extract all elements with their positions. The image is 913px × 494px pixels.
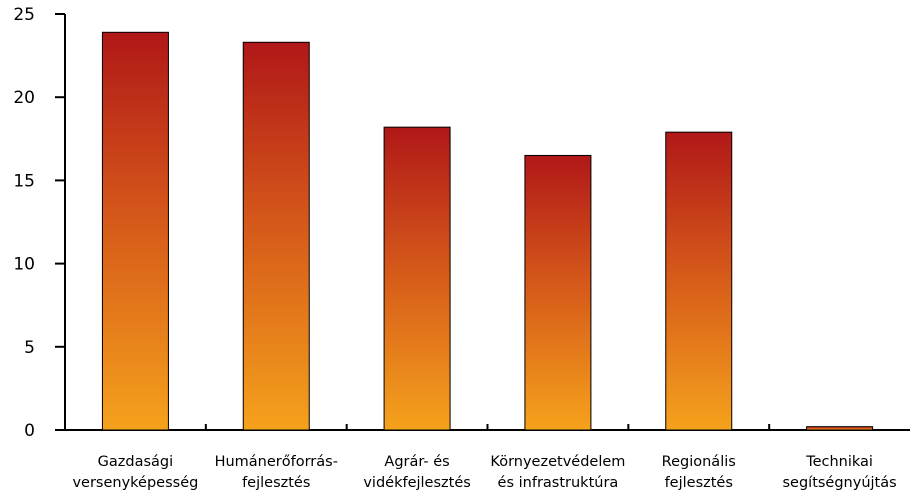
x-category-label: versenyképesség — [72, 475, 198, 491]
x-category-label: Technikai — [805, 454, 873, 470]
x-category-label: és infrastruktúra — [498, 475, 619, 491]
axes — [64, 14, 910, 431]
bar — [665, 131, 733, 431]
x-category-label: Humánerőforrás- — [215, 454, 338, 470]
bar — [242, 41, 310, 431]
y-tick-label: 20 — [13, 88, 35, 108]
y-tick-label: 10 — [13, 255, 35, 275]
x-category-label: Regionális — [662, 454, 736, 470]
x-category-label: vidékfejlesztés — [363, 475, 470, 491]
x-category-label: Gazdasági — [98, 454, 174, 470]
x-category-label: fejlesztés — [242, 475, 310, 491]
x-category-label: Agrár- és — [384, 454, 449, 470]
x-category-label: Környezetvédelem — [490, 454, 625, 470]
y-tick-label: 5 — [24, 338, 35, 358]
y-tick-label: 25 — [13, 5, 35, 25]
x-category-label: fejlesztés — [665, 475, 733, 491]
x-axis-labels: Gazdasági versenyképesség Humánerőforrás-f… — [72, 454, 896, 491]
x-category-label: segítségnyújtás — [782, 475, 896, 491]
bar — [101, 31, 169, 431]
y-tick-label: 15 — [13, 171, 35, 191]
y-tick-label: 0 — [24, 421, 35, 441]
bar — [524, 154, 592, 431]
y-axis-ticks: 0 5 10 15 20 25 — [13, 5, 65, 441]
bars — [101, 31, 874, 431]
bar — [806, 426, 874, 431]
bar — [383, 126, 451, 431]
